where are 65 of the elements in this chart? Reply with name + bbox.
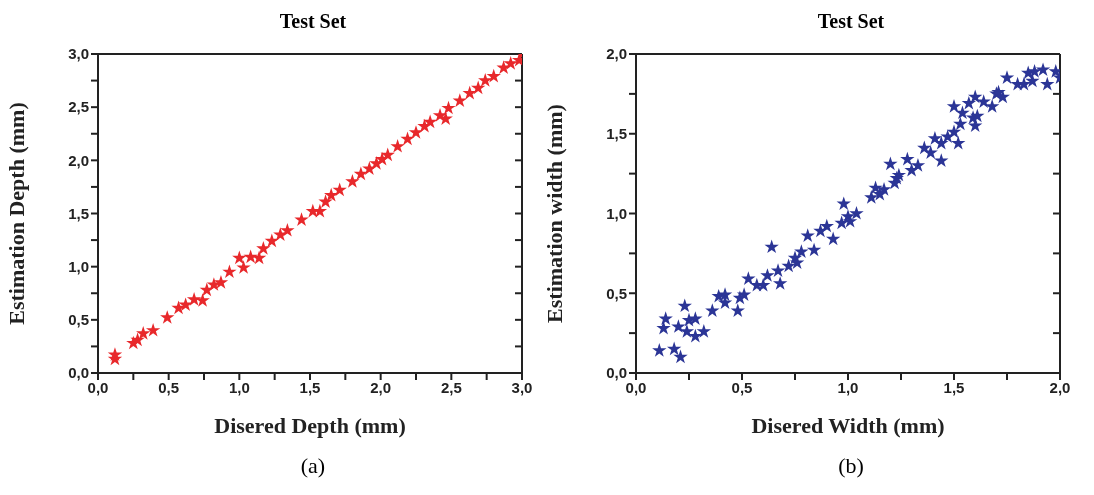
text: (b) (837, 453, 865, 479)
point (280, 222, 295, 237)
y-tick-label: 2,0 (606, 45, 627, 63)
point (236, 260, 251, 274)
text: (a) (299, 453, 327, 479)
point (318, 194, 333, 208)
x-tick-label: 2,5 (440, 378, 462, 396)
y-axis-title: Estimation Depth (mm) (3, 102, 29, 325)
point (486, 68, 501, 83)
point (136, 326, 151, 340)
x-tick-label: 0,5 (158, 378, 180, 396)
point (400, 131, 415, 146)
x-tick-label: 0,0 (87, 378, 109, 396)
chart-title: Test Set (816, 10, 886, 33)
x-tick-label: 0,5 (731, 378, 753, 396)
point (213, 275, 229, 289)
y-tick-label: 0,0 (68, 364, 89, 382)
point (195, 293, 210, 307)
point (452, 93, 467, 107)
point (256, 241, 271, 255)
x-tick-label: 1,0 (837, 378, 859, 396)
point (294, 212, 309, 226)
point (222, 264, 237, 279)
chart-title: Test Set (278, 10, 348, 33)
y-tick-label: 3,0 (68, 45, 89, 63)
x-axis-title: Disered Depth (mm) (214, 413, 406, 438)
x-axis-title: Disered Width (mm) (751, 413, 945, 438)
y-tick-label: 1,0 (68, 257, 89, 275)
y-tick-label: 0,0 (606, 364, 627, 382)
point (160, 310, 175, 324)
point (503, 56, 518, 70)
x-tick-label: 2,0 (1049, 378, 1071, 396)
point (145, 322, 161, 337)
point (264, 233, 280, 248)
point (345, 174, 360, 188)
x-tick-label: 3,0 (511, 378, 533, 396)
point (390, 138, 405, 153)
point (408, 125, 424, 139)
point (186, 292, 202, 306)
x-tick-label: 2,0 (370, 378, 392, 396)
y-tick-label: 1,5 (606, 125, 627, 143)
x-tick-label: 1,0 (228, 378, 250, 396)
y-tick-label: 1,5 (68, 204, 89, 222)
y-tick-label: 1,0 (606, 204, 627, 222)
point (130, 332, 145, 347)
y-axis-title: Estimation width (mm) (541, 104, 567, 323)
y-tick-label: 0,5 (606, 284, 627, 302)
y-tick-label: 2,0 (68, 151, 89, 169)
x-tick-label: 0,0 (625, 378, 647, 396)
point (232, 250, 247, 265)
point (107, 347, 123, 362)
point (332, 182, 347, 197)
point (178, 297, 193, 312)
point (422, 114, 438, 129)
y-tick-label: 0,5 (68, 311, 89, 329)
point (324, 187, 339, 202)
y-tick-label: 2,5 (68, 98, 89, 116)
point (471, 80, 486, 95)
point (478, 73, 493, 87)
x-tick-label: 1,5 (299, 378, 321, 396)
point (380, 147, 395, 162)
point (441, 100, 456, 115)
x-tick-label: 1,5 (943, 378, 965, 396)
point (462, 85, 477, 100)
point (243, 249, 258, 264)
